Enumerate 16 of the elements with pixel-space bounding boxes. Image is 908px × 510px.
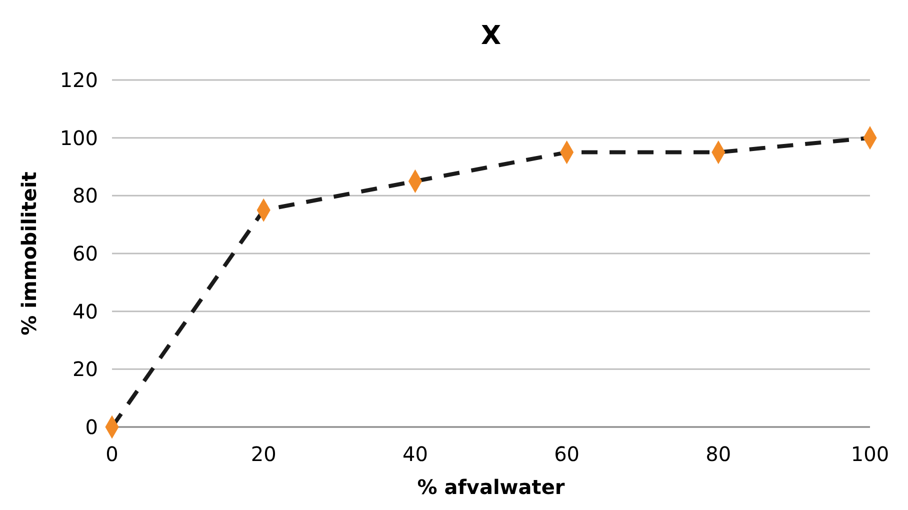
- y-tick-label: 40: [72, 299, 98, 324]
- x-tick-label: 0: [106, 442, 118, 466]
- x-tick-label: 40: [402, 442, 428, 466]
- x-tick-label: 20: [250, 442, 276, 466]
- x-tick-label: 60: [554, 442, 580, 466]
- x-tick-label: 100: [850, 442, 890, 466]
- y-tick-label: 20: [72, 357, 98, 382]
- y-tick-label: 80: [72, 184, 98, 208]
- y-tick-label: 100: [60, 126, 98, 150]
- x-axis-title: % afvalwater: [417, 475, 565, 499]
- y-axis-title: % immobiliteit: [17, 171, 41, 336]
- x-tick-label: 80: [706, 442, 732, 466]
- chart-title: X: [480, 21, 502, 51]
- y-tick-label: 120: [60, 68, 98, 92]
- y-tick-label: 60: [72, 242, 98, 266]
- y-tick-label: 0: [85, 415, 98, 439]
